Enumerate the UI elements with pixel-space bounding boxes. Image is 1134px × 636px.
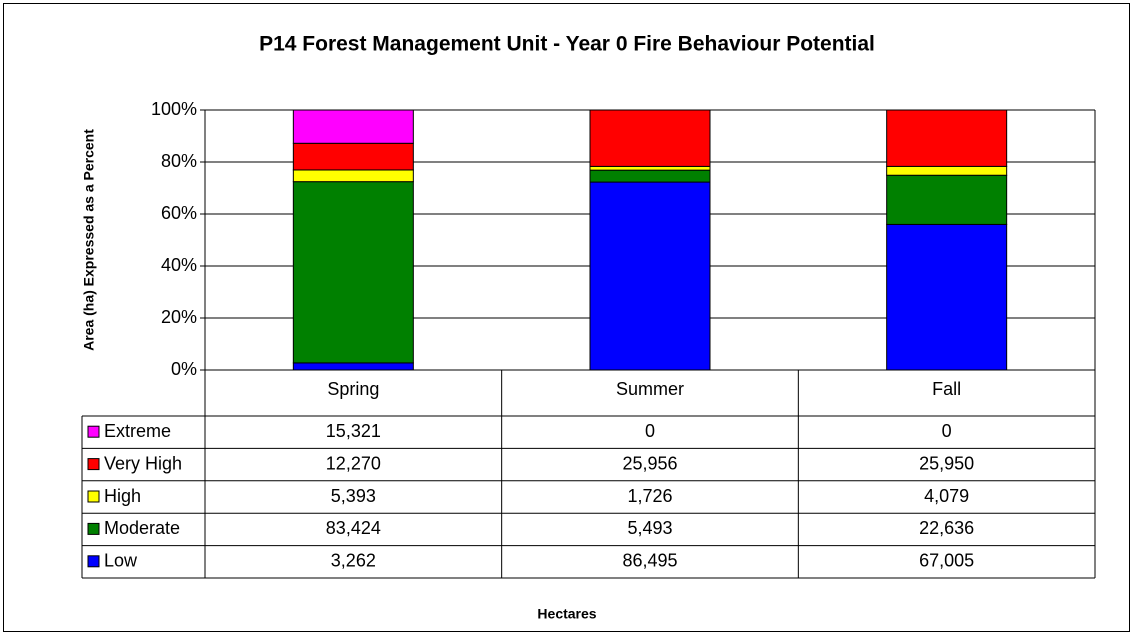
legend-key <box>87 555 100 568</box>
x-tick-label: Fall <box>932 379 961 399</box>
bar-segment <box>292 181 414 364</box>
table-value: 0 <box>645 421 655 441</box>
bar-segment <box>292 169 414 183</box>
legend-label: High <box>104 486 141 506</box>
table-value: 1,726 <box>627 486 672 506</box>
table-value: 86,495 <box>622 551 677 571</box>
legend-key <box>87 490 100 503</box>
bar-segment <box>886 174 1008 225</box>
table-value: 5,393 <box>331 486 376 506</box>
bar-segment <box>886 165 1008 176</box>
bar-segment <box>589 181 711 371</box>
table-value: 15,321 <box>326 421 381 441</box>
table-value: 0 <box>942 421 952 441</box>
y-tick-label: 40% <box>161 255 197 275</box>
table-value: 12,270 <box>326 453 381 473</box>
y-tick-label: 20% <box>161 307 197 327</box>
bar-segment <box>292 142 414 171</box>
y-tick-label: 0% <box>171 359 197 379</box>
legend-label: Moderate <box>104 518 180 538</box>
bar-segment <box>589 169 711 183</box>
x-tick-label: Summer <box>616 379 684 399</box>
y-tick-label: 60% <box>161 203 197 223</box>
y-tick-label: 100% <box>151 99 197 119</box>
table-value: 22,636 <box>919 518 974 538</box>
table-value: 5,493 <box>627 518 672 538</box>
table-value: 3,262 <box>331 551 376 571</box>
table-value: 4,079 <box>924 486 969 506</box>
chart-title: P14 Forest Management Unit - Year 0 Fire… <box>259 33 875 56</box>
bar-segment <box>589 165 711 171</box>
legend-key <box>87 425 100 438</box>
legend-label: Extreme <box>104 421 171 441</box>
table-value: 83,424 <box>326 518 381 538</box>
y-tick-label: 80% <box>161 151 197 171</box>
x-axis-title: Hectares <box>537 606 596 622</box>
y-axis-title: Area (ha) Expressed as a Percent <box>81 129 97 351</box>
table-value: 25,950 <box>919 453 974 473</box>
bar-segment <box>886 223 1008 371</box>
x-tick-label: Spring <box>327 379 379 399</box>
table-value: 25,956 <box>622 453 677 473</box>
bar-segment <box>292 362 414 371</box>
bar-segment <box>886 109 1008 167</box>
bar-segment <box>589 109 711 167</box>
bar-segment <box>292 109 414 144</box>
legend-label: Low <box>104 551 138 571</box>
legend-key <box>87 522 100 535</box>
table-value: 67,005 <box>919 551 974 571</box>
legend-key <box>87 458 100 471</box>
legend-label: Very High <box>104 453 182 473</box>
